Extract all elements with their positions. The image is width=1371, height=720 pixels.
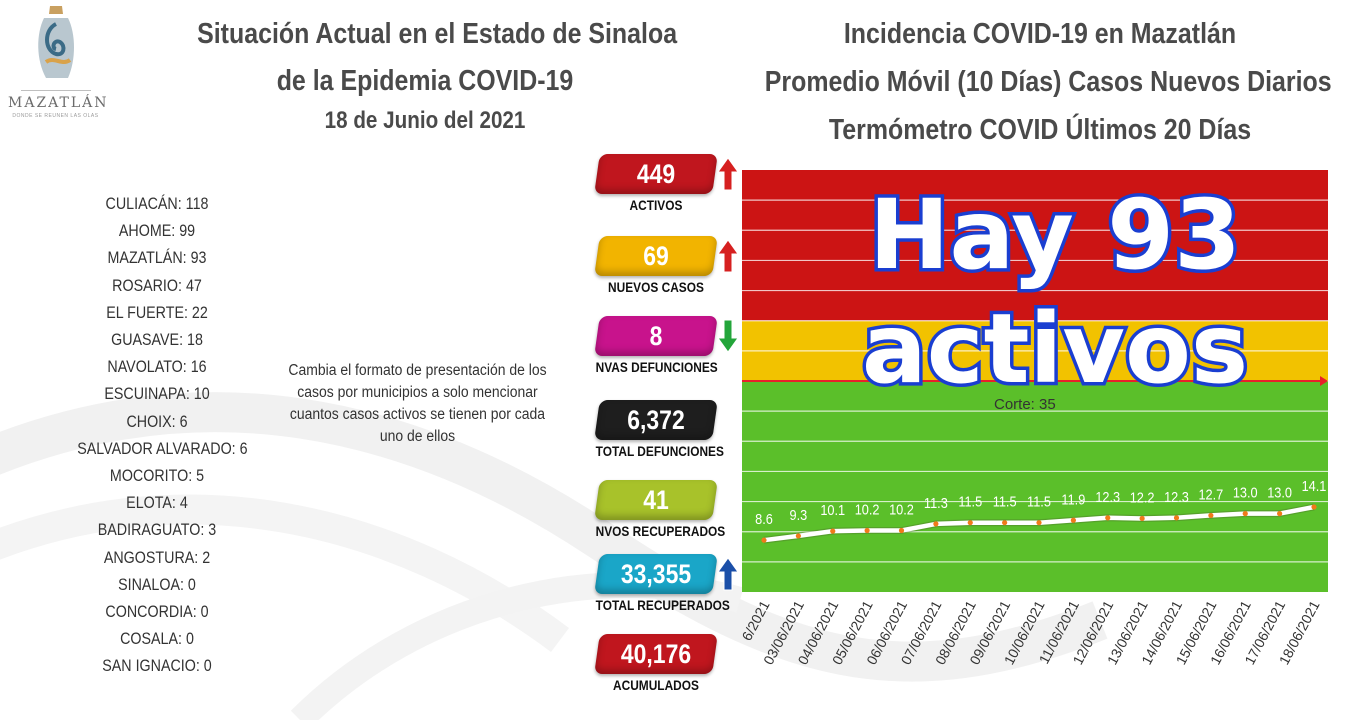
data-point <box>967 520 973 526</box>
indicator-value: 69 <box>643 241 669 271</box>
data-point <box>1242 511 1248 517</box>
indicator-label: NUEVOS CASOS <box>608 279 704 295</box>
data-label: 10.2 <box>889 501 914 518</box>
indicator-value: 40,176 <box>620 639 692 669</box>
indicator-label: ACUMULADOS <box>613 677 699 693</box>
list-item: SINALOA: 0 <box>118 574 196 594</box>
data-label: 12.2 <box>1130 488 1155 505</box>
list-item: SALVADOR ALVARADO: 6 <box>77 438 248 458</box>
data-label: 12.7 <box>1198 485 1223 502</box>
data-label: 13.0 <box>1233 484 1258 501</box>
data-point <box>1311 504 1317 510</box>
indicator-value: 6,372 <box>627 405 685 435</box>
indicator-value: 449 <box>636 159 676 189</box>
overlay-headline: Hay 93 activos <box>745 176 1365 409</box>
indicator-label: NVOS RECUPERADOS <box>595 523 726 539</box>
threshold-band <box>742 170 1328 321</box>
format-change-note: Cambia el formato de presentación de los… <box>288 362 547 445</box>
chart-svg: Corte: 35 8.6 9.3 10.1 10.2 10.2 11.3 11.5 11.5 1… <box>738 170 1328 667</box>
state-title-line2: de la Epidemia COVID-19 <box>276 65 574 97</box>
data-point <box>1070 517 1076 523</box>
data-label: 11.5 <box>958 493 982 510</box>
list-item: MOCORITO: 5 <box>109 466 205 486</box>
data-label: 8.6 <box>755 510 773 527</box>
list-item: CULIACÁN: 118 <box>105 194 209 213</box>
list-item: COSALA: 0 <box>120 629 194 649</box>
list-item: EL FUERTE: 22 <box>106 302 208 322</box>
municipality-list: CULIACÁN: 118 AHOME: 99 MAZATLÁN: 93 ROS… <box>62 190 252 680</box>
x-tick-label: 6/2021 <box>738 598 772 644</box>
list-item: CHOIX: 6 <box>126 411 188 431</box>
incidence-title-line2: Promedio Móvil (10 Días) Casos Nuevos Di… <box>764 66 1332 98</box>
data-point <box>795 533 801 539</box>
data-label: 14.1 <box>1302 477 1327 494</box>
state-title-line1: Situación Actual en el Estado de Sinaloa <box>197 18 678 50</box>
arrow-up-icon <box>717 157 739 191</box>
mazatlan-logo: MAZATLÁN DONDE SE REUNEN LAS OLAS <box>8 4 109 134</box>
overlay-line2: activos <box>858 290 1251 409</box>
data-label: 11.5 <box>1027 493 1051 510</box>
corte-arrow-icon <box>1320 376 1328 386</box>
data-point <box>864 527 870 534</box>
indicator-label: NVAS DEFUNCIONES <box>595 359 718 375</box>
list-item: ANGOSTURA: 2 <box>103 547 211 567</box>
list-item: ELOTA: 4 <box>126 493 188 513</box>
list-item: BADIRAGUATO: 3 <box>97 520 217 540</box>
data-point <box>1208 512 1214 519</box>
data-label: 12.3 <box>1164 488 1189 505</box>
list-item: CONCORDIA: 0 <box>105 602 209 622</box>
report-date: 18 de Junio del 2021 <box>324 107 526 134</box>
list-item: MAZATLÁN: 93 <box>107 248 207 268</box>
data-point <box>1036 520 1042 526</box>
data-label: 11.9 <box>1061 490 1085 507</box>
lighthouse-logo-icon <box>37 6 74 78</box>
data-point <box>761 537 767 543</box>
data-label: 13.0 <box>1267 484 1292 501</box>
indicator-value: 41 <box>643 485 669 515</box>
corte-label: Corte: 35 <box>994 396 1056 413</box>
data-label: 11.5 <box>993 493 1017 510</box>
indicator-label: ACTIVOS <box>629 197 683 213</box>
data-point <box>933 521 939 527</box>
list-item: AHOME: 99 <box>118 221 196 241</box>
data-point <box>1139 515 1145 522</box>
arrow-up-icon <box>717 557 739 591</box>
data-label: 10.1 <box>820 501 845 518</box>
mazatlan-incidence-title: Incidencia COVID-19 en Mazatlán Promedio… <box>720 10 1360 154</box>
data-label: 10.2 <box>855 501 880 518</box>
indicator-value: 33,355 <box>620 559 692 589</box>
list-item: SAN IGNACIO: 0 <box>102 656 212 676</box>
state-situation-title: Situación Actual en el Estado de Sinaloa… <box>160 12 690 136</box>
incidence-title-line1: Incidencia COVID-19 en Mazatlán <box>843 18 1237 50</box>
covid-thermometer-chart: Corte: 35 8.6 9.3 10.1 10.2 10.2 11.3 11.5 11.5 1… <box>736 160 1336 720</box>
arrow-down-icon <box>717 319 739 353</box>
data-point <box>1277 511 1283 517</box>
data-point <box>1173 515 1180 521</box>
data-point <box>1002 520 1008 526</box>
data-label: 12.3 <box>1095 488 1120 505</box>
data-label: 11.3 <box>924 494 948 511</box>
list-item: ROSARIO: 47 <box>112 275 202 295</box>
data-point <box>898 527 905 534</box>
indicator-panel: 449 ACTIVOS 69 NUEVOS CASOS 8 NVAS DEFUN… <box>585 150 745 720</box>
logo-tagline: DONDE SE REUNEN LAS OLAS <box>12 113 99 119</box>
indicator-label: TOTAL DEFUNCIONES <box>595 443 724 459</box>
data-point <box>830 528 836 534</box>
list-item: GUASAVE: 18 <box>111 330 203 350</box>
incidence-title-line3: Termómetro COVID Últimos 20 Días <box>828 114 1252 146</box>
indicator-label: TOTAL RECUPERADOS <box>595 597 730 613</box>
overlay-line1: Hay 93 <box>866 176 1245 295</box>
list-item: NAVOLATO: 16 <box>107 357 207 377</box>
data-point <box>1105 515 1111 521</box>
logo-name: MAZATLÁN <box>8 95 109 111</box>
indicator-value: 8 <box>649 321 663 351</box>
threshold-band <box>742 381 1328 592</box>
list-item: ESCUINAPA: 10 <box>104 384 210 404</box>
arrow-up-icon <box>717 239 739 273</box>
data-label: 9.3 <box>790 506 808 523</box>
